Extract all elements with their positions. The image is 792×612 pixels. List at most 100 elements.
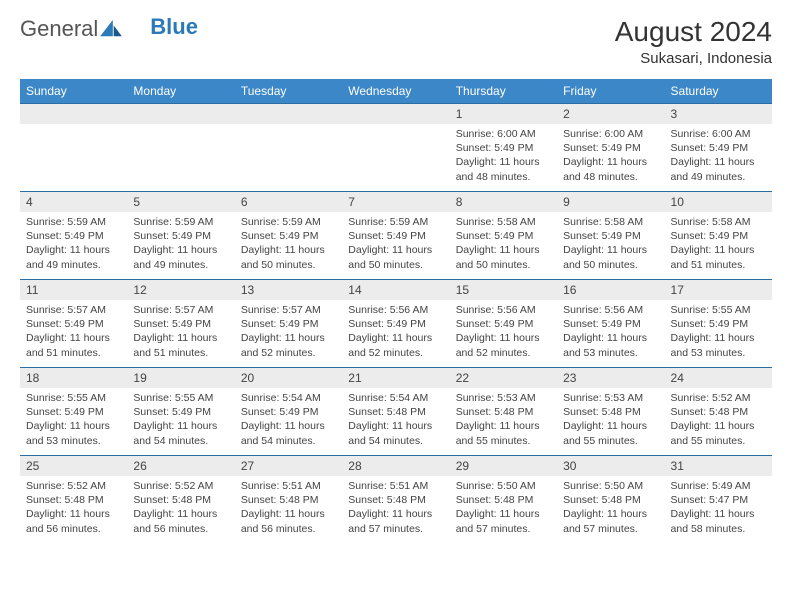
calendar-cell: 5Sunrise: 5:59 AMSunset: 5:49 PMDaylight…: [127, 192, 234, 280]
weekday-header: Saturday: [665, 79, 772, 104]
calendar-cell: 14Sunrise: 5:56 AMSunset: 5:49 PMDayligh…: [342, 280, 449, 368]
day-info: Sunrise: 5:57 AMSunset: 5:49 PMDaylight:…: [127, 300, 234, 363]
day-info: Sunrise: 5:51 AMSunset: 5:48 PMDaylight:…: [342, 476, 449, 539]
day-number: 19: [127, 368, 234, 388]
day-number: 27: [235, 456, 342, 476]
day-number: 4: [20, 192, 127, 212]
day-info: Sunrise: 5:54 AMSunset: 5:48 PMDaylight:…: [342, 388, 449, 451]
calendar-cell: 4Sunrise: 5:59 AMSunset: 5:49 PMDaylight…: [20, 192, 127, 280]
page-header: General Blue August 2024 Sukasari, Indon…: [20, 16, 772, 67]
day-info: Sunrise: 5:55 AMSunset: 5:49 PMDaylight:…: [20, 388, 127, 451]
location: Sukasari, Indonesia: [615, 50, 772, 67]
empty-day: [342, 104, 449, 124]
calendar-cell: 7Sunrise: 5:59 AMSunset: 5:49 PMDaylight…: [342, 192, 449, 280]
day-number: 6: [235, 192, 342, 212]
day-number: 23: [557, 368, 664, 388]
calendar-cell: 21Sunrise: 5:54 AMSunset: 5:48 PMDayligh…: [342, 368, 449, 456]
day-info: Sunrise: 6:00 AMSunset: 5:49 PMDaylight:…: [450, 124, 557, 187]
weekday-header: Friday: [557, 79, 664, 104]
day-number: 31: [665, 456, 772, 476]
day-info: Sunrise: 5:53 AMSunset: 5:48 PMDaylight:…: [450, 388, 557, 451]
day-info: Sunrise: 5:59 AMSunset: 5:49 PMDaylight:…: [127, 212, 234, 275]
calendar-cell: 29Sunrise: 5:50 AMSunset: 5:48 PMDayligh…: [450, 456, 557, 544]
calendar-cell: 9Sunrise: 5:58 AMSunset: 5:49 PMDaylight…: [557, 192, 664, 280]
day-number: 21: [342, 368, 449, 388]
calendar-cell: [127, 104, 234, 192]
day-number: 17: [665, 280, 772, 300]
day-number: 29: [450, 456, 557, 476]
day-number: 22: [450, 368, 557, 388]
calendar-cell: [235, 104, 342, 192]
day-info: Sunrise: 5:52 AMSunset: 5:48 PMDaylight:…: [127, 476, 234, 539]
calendar-cell: 12Sunrise: 5:57 AMSunset: 5:49 PMDayligh…: [127, 280, 234, 368]
calendar-cell: 6Sunrise: 5:59 AMSunset: 5:49 PMDaylight…: [235, 192, 342, 280]
calendar-cell: 25Sunrise: 5:52 AMSunset: 5:48 PMDayligh…: [20, 456, 127, 544]
day-number: 20: [235, 368, 342, 388]
day-info: Sunrise: 5:55 AMSunset: 5:49 PMDaylight:…: [665, 300, 772, 363]
weekday-header: Tuesday: [235, 79, 342, 104]
month-title: August 2024: [615, 16, 772, 48]
day-number: 3: [665, 104, 772, 124]
day-number: 7: [342, 192, 449, 212]
day-info: Sunrise: 5:49 AMSunset: 5:47 PMDaylight:…: [665, 476, 772, 539]
calendar-cell: 16Sunrise: 5:56 AMSunset: 5:49 PMDayligh…: [557, 280, 664, 368]
day-number: 9: [557, 192, 664, 212]
day-info: Sunrise: 5:59 AMSunset: 5:49 PMDaylight:…: [342, 212, 449, 275]
day-info: Sunrise: 5:50 AMSunset: 5:48 PMDaylight:…: [450, 476, 557, 539]
calendar-cell: 1Sunrise: 6:00 AMSunset: 5:49 PMDaylight…: [450, 104, 557, 192]
weekday-header: Thursday: [450, 79, 557, 104]
brand-part1: General: [20, 16, 98, 42]
calendar-body: 1Sunrise: 6:00 AMSunset: 5:49 PMDaylight…: [20, 104, 772, 544]
day-number: 2: [557, 104, 664, 124]
calendar-cell: 30Sunrise: 5:50 AMSunset: 5:48 PMDayligh…: [557, 456, 664, 544]
weekday-header: Monday: [127, 79, 234, 104]
calendar-cell: 17Sunrise: 5:55 AMSunset: 5:49 PMDayligh…: [665, 280, 772, 368]
calendar-cell: 22Sunrise: 5:53 AMSunset: 5:48 PMDayligh…: [450, 368, 557, 456]
day-number: 13: [235, 280, 342, 300]
day-number: 16: [557, 280, 664, 300]
day-info: Sunrise: 5:54 AMSunset: 5:49 PMDaylight:…: [235, 388, 342, 451]
calendar-cell: [342, 104, 449, 192]
calendar-cell: 20Sunrise: 5:54 AMSunset: 5:49 PMDayligh…: [235, 368, 342, 456]
day-number: 18: [20, 368, 127, 388]
day-info: Sunrise: 6:00 AMSunset: 5:49 PMDaylight:…: [557, 124, 664, 187]
day-info: Sunrise: 5:52 AMSunset: 5:48 PMDaylight:…: [20, 476, 127, 539]
calendar-cell: 27Sunrise: 5:51 AMSunset: 5:48 PMDayligh…: [235, 456, 342, 544]
day-number: 5: [127, 192, 234, 212]
calendar-cell: 18Sunrise: 5:55 AMSunset: 5:49 PMDayligh…: [20, 368, 127, 456]
day-info: Sunrise: 5:56 AMSunset: 5:49 PMDaylight:…: [557, 300, 664, 363]
calendar-table: SundayMondayTuesdayWednesdayThursdayFrid…: [20, 79, 772, 544]
calendar-cell: 19Sunrise: 5:55 AMSunset: 5:49 PMDayligh…: [127, 368, 234, 456]
day-info: Sunrise: 5:51 AMSunset: 5:48 PMDaylight:…: [235, 476, 342, 539]
calendar-cell: 31Sunrise: 5:49 AMSunset: 5:47 PMDayligh…: [665, 456, 772, 544]
calendar-cell: 11Sunrise: 5:57 AMSunset: 5:49 PMDayligh…: [20, 280, 127, 368]
day-number: 25: [20, 456, 127, 476]
calendar-cell: 24Sunrise: 5:52 AMSunset: 5:48 PMDayligh…: [665, 368, 772, 456]
calendar-cell: 23Sunrise: 5:53 AMSunset: 5:48 PMDayligh…: [557, 368, 664, 456]
day-info: Sunrise: 6:00 AMSunset: 5:49 PMDaylight:…: [665, 124, 772, 187]
calendar-cell: 3Sunrise: 6:00 AMSunset: 5:49 PMDaylight…: [665, 104, 772, 192]
day-number: 11: [20, 280, 127, 300]
weekday-header: Sunday: [20, 79, 127, 104]
empty-day: [235, 104, 342, 124]
day-info: Sunrise: 5:53 AMSunset: 5:48 PMDaylight:…: [557, 388, 664, 451]
calendar-cell: [20, 104, 127, 192]
brand-part2: Blue: [150, 14, 198, 40]
calendar-cell: 10Sunrise: 5:58 AMSunset: 5:49 PMDayligh…: [665, 192, 772, 280]
day-info: Sunrise: 5:57 AMSunset: 5:49 PMDaylight:…: [20, 300, 127, 363]
day-info: Sunrise: 5:55 AMSunset: 5:49 PMDaylight:…: [127, 388, 234, 451]
calendar-cell: 8Sunrise: 5:58 AMSunset: 5:49 PMDaylight…: [450, 192, 557, 280]
calendar-cell: 2Sunrise: 6:00 AMSunset: 5:49 PMDaylight…: [557, 104, 664, 192]
day-number: 30: [557, 456, 664, 476]
day-info: Sunrise: 5:50 AMSunset: 5:48 PMDaylight:…: [557, 476, 664, 539]
empty-day: [127, 104, 234, 124]
day-info: Sunrise: 5:58 AMSunset: 5:49 PMDaylight:…: [557, 212, 664, 275]
day-number: 10: [665, 192, 772, 212]
day-number: 8: [450, 192, 557, 212]
day-number: 28: [342, 456, 449, 476]
day-info: Sunrise: 5:56 AMSunset: 5:49 PMDaylight:…: [342, 300, 449, 363]
day-info: Sunrise: 5:52 AMSunset: 5:48 PMDaylight:…: [665, 388, 772, 451]
day-number: 12: [127, 280, 234, 300]
day-number: 24: [665, 368, 772, 388]
sail-icon: [100, 20, 122, 38]
